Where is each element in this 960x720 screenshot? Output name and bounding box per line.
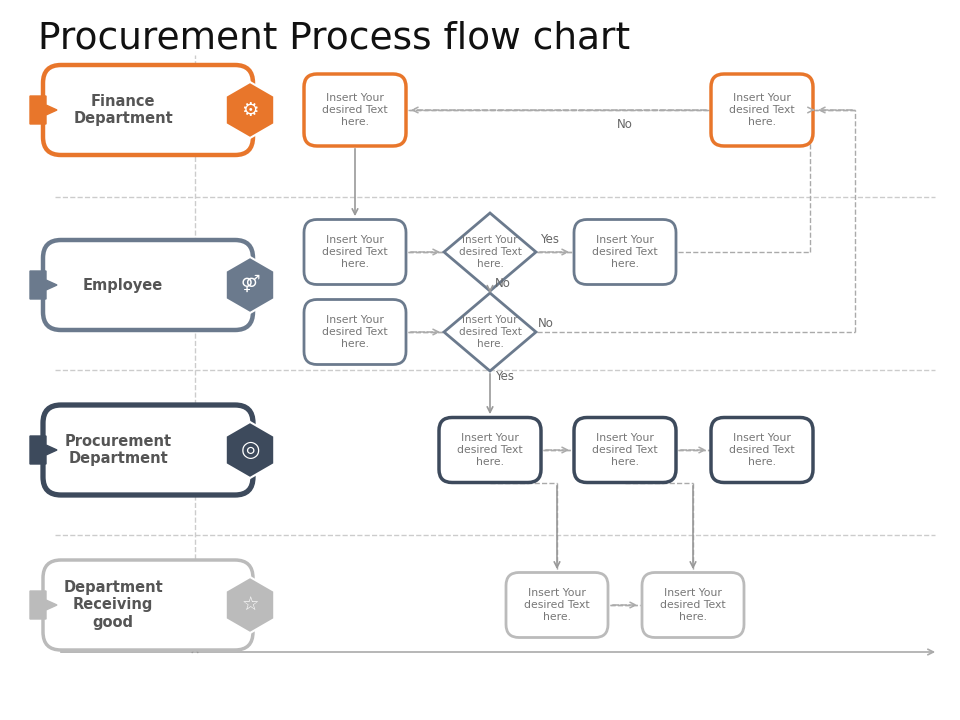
Text: Insert Your
desired Text
here.: Insert Your desired Text here. (323, 315, 388, 348)
Text: ⚤: ⚤ (240, 275, 260, 293)
Polygon shape (226, 82, 275, 138)
Text: Insert Your
desired Text
here.: Insert Your desired Text here. (459, 315, 521, 348)
Text: Insert Your
desired Text
here.: Insert Your desired Text here. (730, 94, 795, 127)
Text: Insert Your
desired Text
here.: Insert Your desired Text here. (592, 433, 658, 467)
Text: Insert Your
desired Text
here.: Insert Your desired Text here. (660, 588, 726, 621)
Text: ☆: ☆ (241, 595, 259, 614)
FancyBboxPatch shape (711, 74, 813, 146)
Text: Procurement Process flow chart: Procurement Process flow chart (38, 20, 630, 56)
Polygon shape (30, 591, 57, 619)
Text: No: No (538, 317, 554, 330)
FancyBboxPatch shape (304, 74, 406, 146)
Text: No: No (495, 277, 511, 290)
FancyBboxPatch shape (574, 220, 676, 284)
Polygon shape (444, 293, 536, 371)
Text: Employee: Employee (83, 277, 163, 292)
Text: ◎: ◎ (240, 440, 260, 460)
Text: Finance
Department: Finance Department (73, 94, 173, 126)
Polygon shape (30, 271, 57, 299)
Text: Department
Receiving
good: Department Receiving good (63, 580, 163, 630)
FancyBboxPatch shape (711, 418, 813, 482)
Text: Insert Your
desired Text
here.: Insert Your desired Text here. (730, 433, 795, 467)
Text: Yes: Yes (540, 233, 559, 246)
FancyBboxPatch shape (304, 220, 406, 284)
Polygon shape (30, 436, 57, 464)
Text: No: No (617, 118, 633, 131)
Text: Insert Your
desired Text
here.: Insert Your desired Text here. (459, 235, 521, 269)
FancyBboxPatch shape (304, 300, 406, 364)
Polygon shape (226, 257, 275, 313)
FancyBboxPatch shape (506, 572, 608, 637)
FancyBboxPatch shape (43, 560, 253, 650)
Polygon shape (30, 96, 57, 124)
Text: ⚙: ⚙ (241, 101, 259, 120)
Text: Procurement
Department: Procurement Department (64, 433, 172, 467)
Text: Insert Your
desired Text
here.: Insert Your desired Text here. (524, 588, 589, 621)
Text: Insert Your
desired Text
here.: Insert Your desired Text here. (592, 235, 658, 269)
Text: Insert Your
desired Text
here.: Insert Your desired Text here. (323, 94, 388, 127)
Text: Yes: Yes (495, 370, 514, 383)
Polygon shape (226, 422, 275, 478)
Polygon shape (226, 577, 275, 633)
FancyBboxPatch shape (642, 572, 744, 637)
FancyBboxPatch shape (43, 240, 253, 330)
Polygon shape (444, 213, 536, 291)
Text: Insert Your
desired Text
here.: Insert Your desired Text here. (323, 235, 388, 269)
FancyBboxPatch shape (43, 405, 253, 495)
FancyBboxPatch shape (439, 418, 541, 482)
Text: Insert Your
desired Text
here.: Insert Your desired Text here. (457, 433, 523, 467)
FancyBboxPatch shape (43, 65, 253, 155)
FancyBboxPatch shape (574, 418, 676, 482)
